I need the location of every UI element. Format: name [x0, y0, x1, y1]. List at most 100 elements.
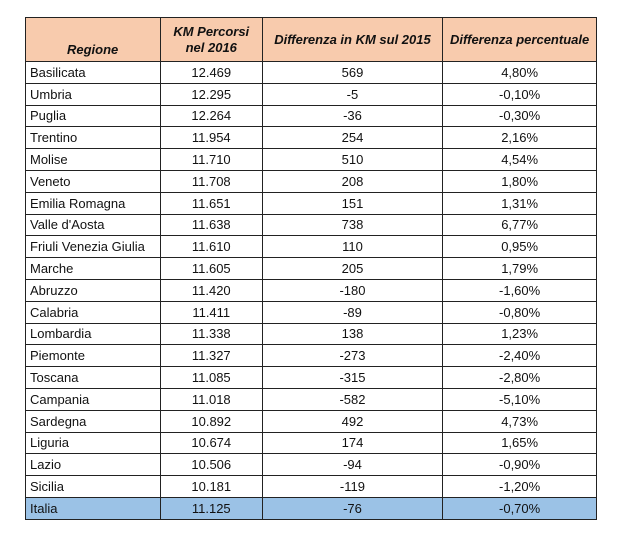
- cell-diff-pct: -0,80%: [442, 300, 597, 324]
- table-row: Puglia 12.264 -36 -0,30%: [25, 104, 597, 128]
- cell-km-2016: 11.610: [159, 235, 263, 259]
- cell-diff-pct: 1,65%: [442, 431, 597, 455]
- table-row: Lazio 10.506 -94 -0,90%: [25, 453, 597, 477]
- cell-region: Trentino: [25, 126, 161, 150]
- cell-region: Calabria: [25, 300, 161, 324]
- cell-diff-pct: -0,10%: [442, 82, 597, 106]
- table-row: Sicilia 10.181 -119 -1,20%: [25, 475, 597, 498]
- cell-diff-pct: 2,16%: [442, 126, 597, 150]
- header-diff-pct: Differenza percentuale: [442, 17, 597, 62]
- cell-km-2016: 10.674: [159, 431, 263, 455]
- cell-region: Veneto: [25, 169, 161, 193]
- cell-diff-km: -180: [261, 278, 444, 302]
- table-row: Abruzzo 11.420 -180 -1,60%: [25, 278, 597, 302]
- cell-diff-km: 492: [261, 409, 444, 433]
- cell-diff-pct: -1,20%: [442, 475, 597, 498]
- cell-km-2016: 11.411: [159, 300, 263, 324]
- cell-region: Basilicata: [25, 61, 161, 84]
- cell-region: Liguria: [25, 431, 161, 455]
- table-row: Marche 11.605 205 1,79%: [25, 257, 597, 280]
- cell-region: Molise: [25, 148, 161, 171]
- cell-region: Toscana: [25, 366, 161, 389]
- header-km-2016: KM Percorsi nel 2016: [159, 17, 263, 62]
- table-row: Toscana 11.085 -315 -2,80%: [25, 366, 597, 389]
- cell-diff-km: -315: [261, 366, 444, 389]
- cell-diff-pct: 1,31%: [442, 191, 597, 215]
- cell-diff-km: 205: [261, 257, 444, 280]
- km-by-region-table: Regione KM Percorsi nel 2016 Differenza …: [25, 17, 597, 520]
- cell-region: Valle d'Aosta: [25, 213, 161, 237]
- cell-diff-pct: -0,30%: [442, 104, 597, 128]
- table-row: Friuli Venezia Giulia 11.610 110 0,95%: [25, 235, 597, 259]
- table-row: Valle d'Aosta 11.638 738 6,77%: [25, 213, 597, 237]
- cell-km-2016: 11.018: [159, 387, 263, 411]
- cell-km-2016: 10.181: [159, 475, 263, 498]
- table-row: Umbria 12.295 -5 -0,10%: [25, 82, 597, 106]
- cell-diff-km: 110: [261, 235, 444, 259]
- cell-km-2016: 12.264: [159, 104, 263, 128]
- cell-km-2016: 11.605: [159, 257, 263, 280]
- cell-diff-pct: 1,80%: [442, 169, 597, 193]
- cell-km-2016: 11.651: [159, 191, 263, 215]
- cell-diff-pct: -0,90%: [442, 453, 597, 477]
- cell-region: Sardegna: [25, 409, 161, 433]
- cell-region: Lombardia: [25, 322, 161, 346]
- cell-region: Abruzzo: [25, 278, 161, 302]
- table-row: Liguria 10.674 174 1,65%: [25, 431, 597, 455]
- cell-diff-km: 151: [261, 191, 444, 215]
- cell-diff-km: -36: [261, 104, 444, 128]
- cell-diff-pct: 4,80%: [442, 61, 597, 84]
- cell-diff-km: 174: [261, 431, 444, 455]
- cell-diff-pct: 0,95%: [442, 235, 597, 259]
- cell-diff-km: -76: [261, 496, 444, 520]
- cell-km-2016: 10.892: [159, 409, 263, 433]
- cell-diff-km: 738: [261, 213, 444, 237]
- cell-region: Italia: [25, 496, 161, 520]
- header-row: Regione KM Percorsi nel 2016 Differenza …: [25, 17, 597, 62]
- cell-diff-km: -5: [261, 82, 444, 106]
- table-row: Trentino 11.954 254 2,16%: [25, 126, 597, 150]
- cell-diff-km: -119: [261, 475, 444, 498]
- cell-km-2016: 11.338: [159, 322, 263, 346]
- table-row: Molise 11.710 510 4,54%: [25, 148, 597, 171]
- cell-region: Friuli Venezia Giulia: [25, 235, 161, 259]
- cell-region: Sicilia: [25, 475, 161, 498]
- table-row: Campania 11.018 -582 -5,10%: [25, 387, 597, 411]
- cell-region: Emilia Romagna: [25, 191, 161, 215]
- table-row: Lombardia 11.338 138 1,23%: [25, 322, 597, 346]
- cell-km-2016: 11.708: [159, 169, 263, 193]
- cell-diff-km: 254: [261, 126, 444, 150]
- cell-diff-km: 138: [261, 322, 444, 346]
- cell-region: Marche: [25, 257, 161, 280]
- cell-region: Puglia: [25, 104, 161, 128]
- cell-diff-pct: -1,60%: [442, 278, 597, 302]
- cell-diff-km: -89: [261, 300, 444, 324]
- cell-km-2016: 11.327: [159, 344, 263, 368]
- cell-diff-km: 510: [261, 148, 444, 171]
- table-row: Emilia Romagna 11.651 151 1,31%: [25, 191, 597, 215]
- table-row: Veneto 11.708 208 1,80%: [25, 169, 597, 193]
- cell-diff-pct: 1,79%: [442, 257, 597, 280]
- cell-diff-km: -94: [261, 453, 444, 477]
- cell-region: Umbria: [25, 82, 161, 106]
- cell-region: Lazio: [25, 453, 161, 477]
- table-row: Basilicata 12.469 569 4,80%: [25, 61, 597, 84]
- header-diff-km: Differenza in KM sul 2015: [261, 17, 444, 62]
- cell-km-2016: 11.710: [159, 148, 263, 171]
- cell-diff-pct: 1,23%: [442, 322, 597, 346]
- table-row: Calabria 11.411 -89 -0,80%: [25, 300, 597, 324]
- cell-diff-pct: 6,77%: [442, 213, 597, 237]
- cell-km-2016: 11.125: [159, 496, 263, 520]
- cell-diff-pct: -5,10%: [442, 387, 597, 411]
- cell-region: Piemonte: [25, 344, 161, 368]
- cell-km-2016: 11.420: [159, 278, 263, 302]
- cell-diff-pct: -0,70%: [442, 496, 597, 520]
- cell-diff-km: -273: [261, 344, 444, 368]
- cell-diff-pct: 4,54%: [442, 148, 597, 171]
- cell-km-2016: 11.085: [159, 366, 263, 389]
- cell-km-2016: 11.638: [159, 213, 263, 237]
- table-row: Piemonte 11.327 -273 -2,40%: [25, 344, 597, 368]
- cell-diff-km: -582: [261, 387, 444, 411]
- cell-diff-pct: -2,40%: [442, 344, 597, 368]
- total-row: Italia 11.125 -76 -0,70%: [25, 496, 597, 520]
